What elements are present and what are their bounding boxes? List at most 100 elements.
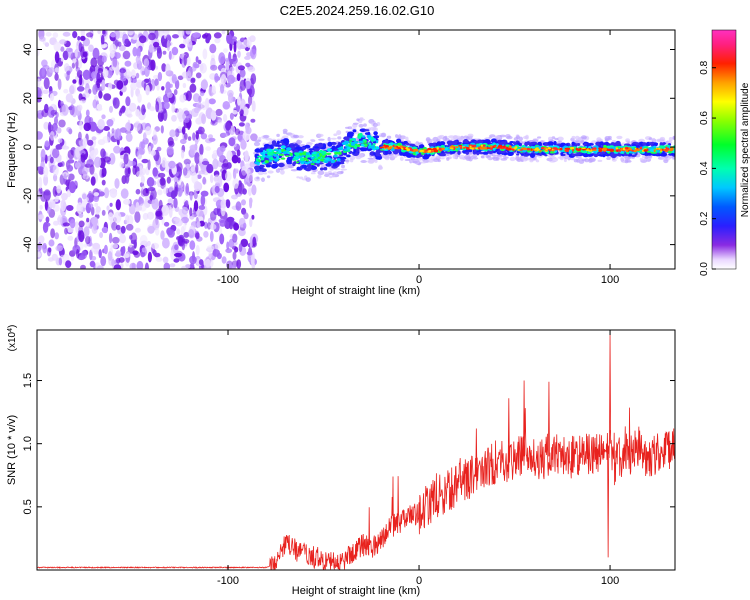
spectrogram-signal-peak (458, 144, 463, 147)
spectrogram-signal-peak (469, 145, 472, 148)
colorbar-label: Normalized spectral amplitude (740, 82, 750, 217)
spectrogram-signal-core (279, 153, 284, 156)
spectrogram-noise-blob (78, 59, 83, 69)
spectrogram-noise-blob (135, 55, 141, 64)
spectrogram-noise-blob (125, 133, 133, 142)
spectrogram-noise-blob (229, 112, 234, 120)
spectrogram-noise-blob (185, 200, 189, 207)
spectrogram-noise-blob (55, 245, 63, 252)
spectrogram-signal-halo (352, 122, 359, 125)
spectrogram-signal-band (347, 131, 354, 136)
spectrogram-signal-halo (367, 157, 374, 160)
spectrogram-noise-blob (248, 95, 253, 106)
spectrogram-noise-blob (186, 70, 192, 82)
spectrogram-noise-blob (49, 93, 55, 102)
spectrogram-signal-halo (604, 136, 611, 141)
spectrogram-signal-core (415, 151, 419, 155)
spectrogram-signal-peak (564, 149, 570, 152)
spectrogram-noise-blob (143, 58, 150, 68)
spectrogram-noise-blob (143, 132, 147, 141)
spectrogram-noise-blob (63, 73, 67, 78)
spectrogram-signal-halo (480, 155, 485, 159)
spectrogram-noise-blob (56, 127, 62, 134)
spectrogram-noise-blob (141, 104, 146, 116)
spectrogram-noise-blob (80, 35, 86, 42)
spectrogram-noise-blob (48, 67, 55, 73)
spectrogram-noise-blob (43, 77, 50, 90)
spectrogram-noise-blob (158, 199, 163, 210)
spectrogram-signal-band (323, 167, 328, 171)
spectrogram-noise-blob (118, 257, 125, 263)
spectrogram-noise-blob (114, 178, 120, 189)
spectrogram-signal-band (364, 129, 370, 132)
spectrogram-noise-blob (53, 220, 59, 226)
spectrogram-noise-blob (192, 32, 201, 38)
spectrogram-noise-blob (97, 30, 102, 35)
spectrogram-signal-peak (389, 146, 393, 149)
spectrogram-noise-blob (249, 217, 253, 228)
spectrogram-noise-blob (136, 47, 141, 59)
spectrogram-signal-peak (625, 149, 629, 153)
spectrogram-signal-peak (585, 149, 591, 152)
spectrogram-signal-trace (253, 117, 675, 183)
spectrogram-noise-blob (240, 139, 247, 150)
spectrogram-signal-core (273, 148, 279, 152)
spectrogram-signal-band (384, 150, 389, 155)
spectrogram-signal-core (350, 142, 355, 146)
spectrogram-noise-blob (82, 166, 88, 177)
spectrogram-noise-blob (47, 121, 52, 133)
spectrogram-signal-core (347, 149, 351, 153)
spectrogram-signal-band (576, 143, 581, 146)
spectrogram-noise-blob (67, 235, 74, 241)
spectrogram-signal-peak (659, 148, 663, 151)
spectrogram-noise-blob (85, 236, 91, 245)
spectrogram-noise-blob (92, 47, 100, 60)
spectrogram-noise-blob (103, 244, 108, 255)
spectrogram-noise-blob (111, 258, 115, 267)
spectrogram-signal-core (280, 145, 286, 149)
spectrogram-noise-blob (189, 83, 197, 93)
spectrogram-noise-blob (119, 161, 125, 169)
spectrogram-signal-halo (448, 135, 455, 139)
spectrogram-noise-blob (174, 181, 179, 194)
spectrogram-noise-blob (186, 163, 190, 169)
spectrogram-signal-halo (557, 156, 564, 159)
spectrogram-signal-core (343, 140, 350, 145)
spectrogram-noise-blob (106, 119, 114, 127)
spectrogram-noise-blob (61, 192, 68, 201)
spectrogram-noise-blob (213, 174, 221, 184)
spectrogram-noise-blob (214, 37, 221, 44)
spectrogram-signal-core (396, 144, 401, 147)
spectrogram-noise-blob (189, 207, 193, 217)
spectrogram-noise-blob (209, 174, 214, 184)
spectrogram-noise-blob (54, 51, 60, 64)
spectrogram-signal-halo (317, 170, 325, 176)
spectrogram-signal-halo (418, 157, 423, 161)
spectrogram-noise-blob (103, 93, 112, 101)
spectrogram-noise-blob (109, 66, 117, 71)
spectrogram-noise-blob (166, 40, 171, 52)
spectrogram-noise-blob (80, 153, 86, 163)
spectrogram-noise-blob (103, 187, 110, 199)
spectrogram-signal-band (257, 149, 263, 153)
spectrogram-signal-band (530, 153, 535, 159)
spectrogram-signal-peak (384, 145, 389, 148)
spectrogram-noise-blob (216, 146, 224, 158)
spectrogram-signal-core (300, 157, 304, 162)
spectrogram-signal-band (259, 164, 265, 168)
spectrogram-signal-band (360, 147, 367, 152)
spectrogram-noise-blob (199, 143, 204, 156)
spectrogram-noise-blob (140, 175, 145, 184)
spectrogram-signal-core (311, 152, 317, 155)
spectrogram-signal-band (553, 141, 557, 146)
spectrogram-noise-blob (75, 66, 81, 72)
spectrogram-noise-blob (235, 169, 239, 174)
scale-note-open: (x10 (7, 331, 18, 351)
spectrogram-signal-band (516, 153, 520, 156)
spectrogram-signal-halo (503, 154, 507, 160)
spectrogram-signal-peak (639, 146, 643, 150)
spectrogram-signal-band (556, 143, 561, 147)
spectrogram-signal-peak (500, 147, 505, 149)
spectrogram-noise-blob (54, 73, 59, 81)
spectrogram-noise-blob (132, 250, 139, 256)
